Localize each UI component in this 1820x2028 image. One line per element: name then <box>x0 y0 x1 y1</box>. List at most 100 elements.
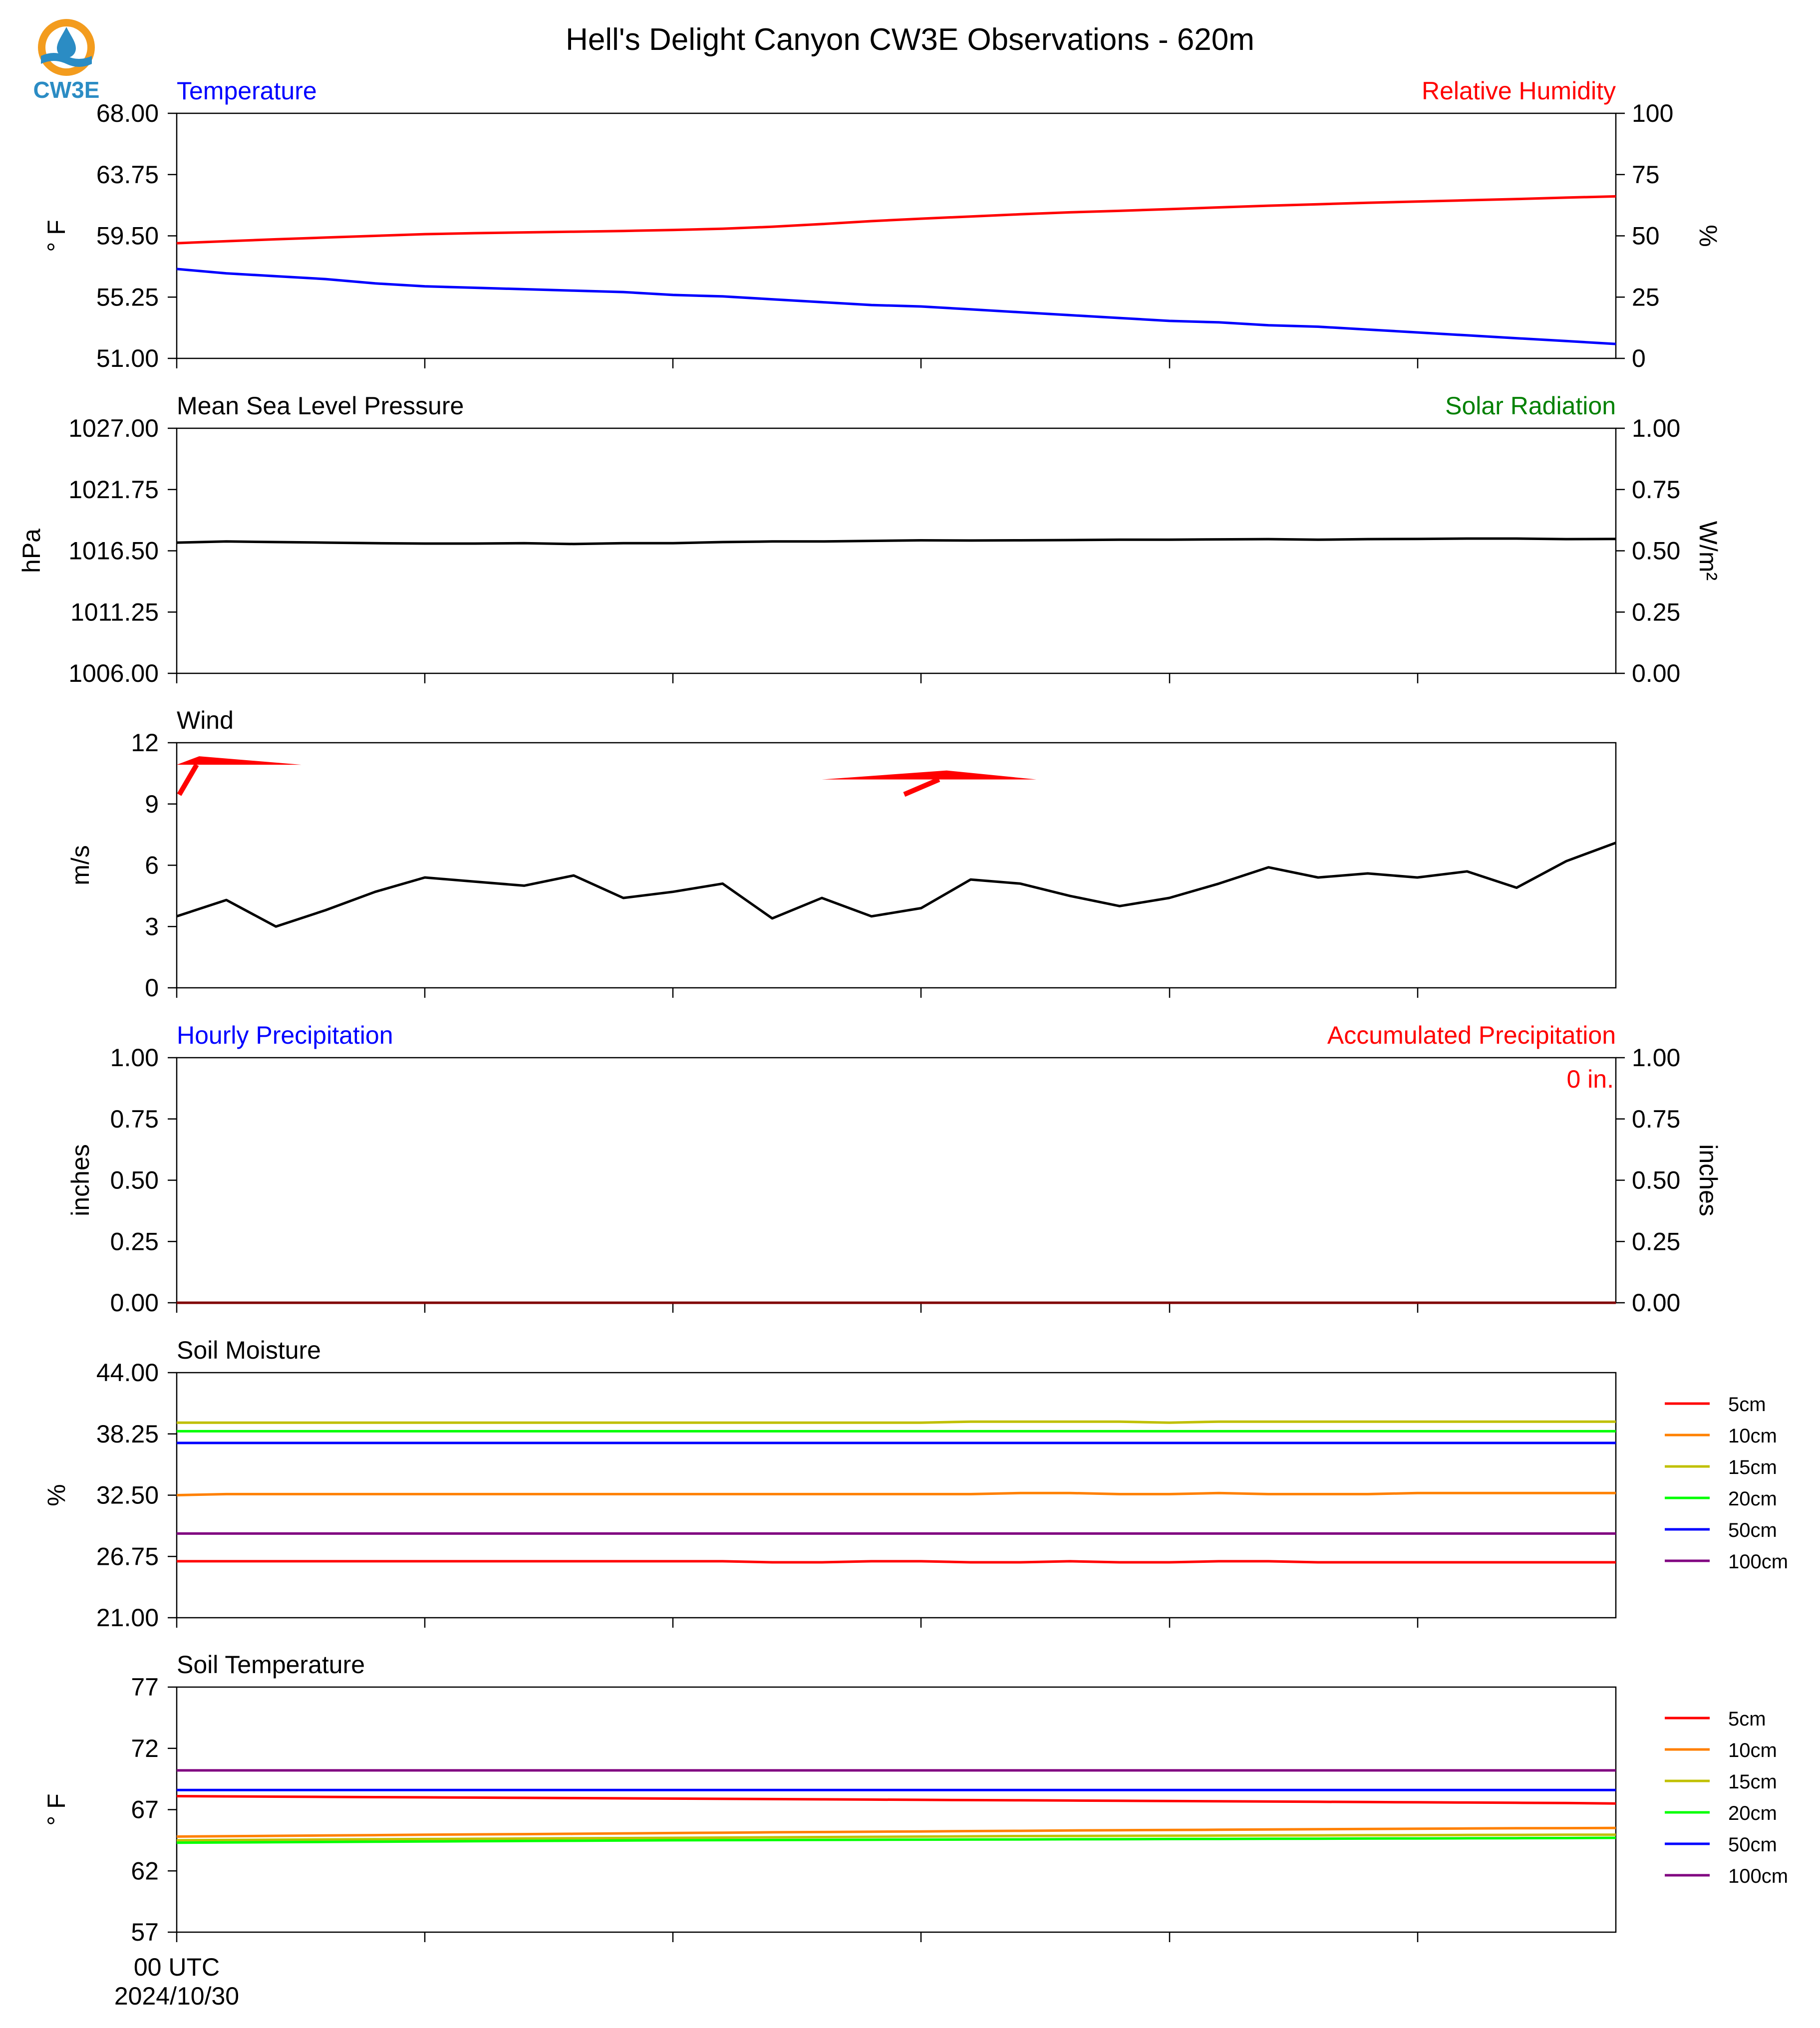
y-right-tick-label: 50 <box>1632 222 1660 250</box>
series-line-0 <box>176 537 1616 546</box>
y-tick-label: 0.00 <box>110 1289 159 1317</box>
wind-barb-flag <box>177 756 302 765</box>
y-tick-label: 67 <box>131 1796 159 1824</box>
y-tick-label: 38.25 <box>96 1420 159 1448</box>
y-tick-label: 3 <box>145 912 159 940</box>
legend-label-20cm: 20cm <box>1728 1802 1777 1824</box>
y-tick-label: 1021.75 <box>68 476 159 504</box>
series-line-5cm <box>177 1560 1616 1564</box>
y-tick-label: 1.00 <box>110 1044 159 1072</box>
series-line-10cm <box>176 1491 1616 1496</box>
y-right-tick-label: 1.00 <box>1632 414 1680 442</box>
y-tick-label: 57 <box>131 1918 159 1946</box>
y-tick-label: 63.75 <box>96 161 159 189</box>
logo-wave <box>41 53 92 67</box>
y-tick-label: 32.50 <box>96 1481 159 1509</box>
legend-label-5cm: 5cm <box>1728 1708 1766 1730</box>
legend-label-100cm: 100cm <box>1728 1551 1788 1573</box>
x-axis-label-date: 2024/10/30 <box>114 1982 239 2010</box>
legend-label-20cm: 20cm <box>1728 1488 1777 1510</box>
y-right-tick-label: 0.25 <box>1632 1227 1680 1255</box>
y-right-tick-label: 0 <box>1632 344 1646 372</box>
y-right-tick-label: 0.50 <box>1632 1166 1680 1194</box>
y-right-axis-label: % <box>1694 225 1722 247</box>
panel-title-right: Relative Humidity <box>1422 77 1616 105</box>
panel-title-right: Accumulated Precipitation <box>1327 1021 1616 1049</box>
series-line-0 <box>176 195 1616 245</box>
cw3e-logo: CW3E <box>33 19 100 103</box>
series-line-5cm <box>176 1795 1616 1805</box>
y-right-tick-label: 75 <box>1632 161 1660 189</box>
y-right-axis-label: W/m² <box>1694 521 1722 580</box>
panel-title-left: Hourly Precipitation <box>177 1021 393 1049</box>
legend-label-50cm: 50cm <box>1728 1519 1777 1541</box>
series-line-1 <box>176 268 1616 345</box>
panel-soil-moisture: 44.00 38.25 32.50 26.75 21.00 Soil Moisture% 5… <box>42 1336 1788 1632</box>
legend-label-15cm: 15cm <box>1728 1456 1777 1478</box>
y-right-tick-label: 0.25 <box>1632 598 1680 626</box>
legend-label-10cm: 10cm <box>1728 1425 1777 1447</box>
panel-pressure: 1027.00 1021.75 1016.50 1011.25 1006.00 1.00 0… <box>17 392 1722 687</box>
y-axis-label: m/s <box>66 845 94 885</box>
y-tick-label: 0.75 <box>110 1105 159 1133</box>
water-drop-sun-icon <box>38 19 95 76</box>
y-right-tick-label: 100 <box>1632 99 1673 127</box>
panel-title-right: Solar Radiation <box>1445 392 1616 420</box>
y-tick-label: 26.75 <box>96 1542 159 1570</box>
y-axis-label: % <box>42 1484 70 1506</box>
y-tick-label: 72 <box>131 1735 159 1762</box>
figure-title: Hell's Delight Canyon CW3E Observations … <box>566 22 1254 57</box>
wind-barb-tail <box>177 763 199 796</box>
panel-wind: 12 9 6 3 0 Wind m/s <box>66 706 1617 1002</box>
panel-temp-rh: 68.00 63.75 59.50 55.25 51.00 100 75 50 25 0 Tempe… <box>42 77 1722 372</box>
chart-panels: 68.00 63.75 59.50 55.25 51.00 100 75 50 25 0 Tempe… <box>17 77 1788 1946</box>
precip-total-annotation: 0 in. <box>1566 1065 1614 1093</box>
y-tick-label: 0.50 <box>110 1166 159 1194</box>
y-right-tick-label: 0.75 <box>1632 476 1680 504</box>
panel-precip: 1.00 0.75 0.50 0.25 0.00 1.00 0.75 0.50 0.25 0.00… <box>66 1021 1722 1317</box>
wind-barb-flag <box>822 770 1037 780</box>
wind-barb-tail <box>903 777 940 797</box>
y-tick-label: 51.00 <box>96 344 159 372</box>
y-right-axis-label: inches <box>1694 1144 1722 1216</box>
panel-soil-temperature: 77 72 67 62 57 Soil Temperature ° F 5cm 10cm 15cm… <box>42 1651 1788 1946</box>
y-tick-label: 55.25 <box>96 283 159 311</box>
x-axis-label-time: 00 UTC <box>134 1953 220 1981</box>
y-axis-label: ° F <box>42 1793 70 1825</box>
y-right-tick-label: 1.00 <box>1632 1044 1680 1072</box>
y-tick-label: 59.50 <box>96 222 159 250</box>
y-tick-label: 12 <box>131 729 159 757</box>
y-axis-label: hPa <box>17 529 45 573</box>
panel-title-left: Mean Sea Level Pressure <box>177 392 464 420</box>
y-tick-label: 44.00 <box>96 1359 159 1387</box>
y-tick-label: 1011.25 <box>70 598 159 626</box>
y-tick-label: 9 <box>145 790 159 818</box>
y-right-tick-label: 0.00 <box>1632 1289 1680 1317</box>
series-line-15cm <box>176 1833 1616 1842</box>
y-right-tick-label: 25 <box>1632 283 1660 311</box>
y-tick-label: 6 <box>145 852 159 879</box>
legend-label-50cm: 50cm <box>1728 1834 1777 1856</box>
y-right-tick-label: 0.50 <box>1632 537 1680 565</box>
logo-text: CW3E <box>33 77 100 103</box>
y-tick-label: 0 <box>145 974 159 1002</box>
logo-drop <box>57 27 76 58</box>
y-tick-label: 68.00 <box>96 99 159 127</box>
y-tick-label: 1006.00 <box>68 659 159 687</box>
y-tick-label: 77 <box>131 1673 159 1701</box>
y-tick-label: 1016.50 <box>68 537 159 565</box>
panel-title-left: Wind <box>177 706 234 734</box>
series-line-15cm <box>177 1420 1616 1424</box>
legend-label-10cm: 10cm <box>1728 1739 1777 1761</box>
series-line-10cm <box>176 1826 1616 1838</box>
y-axis-label: inches <box>66 1144 94 1216</box>
y-right-tick-label: 0.00 <box>1632 659 1680 687</box>
legend-label-5cm: 5cm <box>1728 1394 1766 1416</box>
y-tick-label: 21.00 <box>96 1604 159 1632</box>
y-axis-label: ° F <box>42 220 70 252</box>
legend-label-100cm: 100cm <box>1728 1865 1788 1887</box>
panel-title-left: Temperature <box>177 77 317 105</box>
panel-title-left: Soil Temperature <box>177 1651 365 1679</box>
